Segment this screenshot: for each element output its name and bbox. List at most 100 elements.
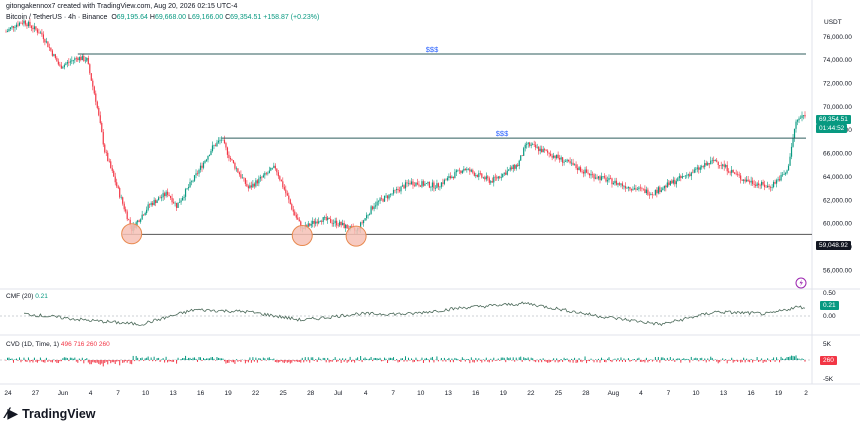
candle[interactable] [228, 151, 230, 162]
candle[interactable] [422, 179, 425, 187]
candle[interactable] [156, 199, 158, 204]
candle[interactable] [597, 175, 600, 181]
candle[interactable] [24, 19, 27, 27]
candle[interactable] [45, 37, 47, 44]
candle[interactable] [768, 184, 770, 190]
candle[interactable] [641, 186, 643, 192]
candle[interactable] [722, 163, 724, 170]
candle[interactable] [229, 155, 232, 163]
candle[interactable] [461, 169, 463, 174]
candle[interactable] [6, 28, 9, 33]
candle[interactable] [508, 169, 510, 172]
candle[interactable] [380, 195, 383, 201]
candle[interactable] [334, 217, 336, 227]
candle[interactable] [318, 217, 320, 225]
candle[interactable] [795, 119, 797, 133]
candle[interactable] [361, 220, 363, 225]
candle[interactable] [781, 172, 784, 177]
candle[interactable] [493, 174, 495, 187]
candle[interactable] [759, 183, 761, 190]
candle[interactable] [792, 133, 794, 148]
candle[interactable] [563, 159, 565, 166]
candle[interactable] [591, 171, 594, 178]
candle[interactable] [512, 164, 514, 173]
candle[interactable] [596, 174, 598, 180]
candle[interactable] [499, 175, 501, 180]
candle[interactable] [427, 181, 429, 186]
candle[interactable] [635, 184, 637, 192]
candle[interactable] [155, 198, 157, 207]
candle[interactable] [454, 168, 456, 179]
candle[interactable] [756, 181, 758, 188]
candle[interactable] [662, 186, 664, 191]
candle[interactable] [488, 176, 490, 185]
candle[interactable] [262, 173, 264, 178]
symbol-name[interactable]: Bitcoin / TetherUS · 4h · Binance [6, 14, 108, 21]
candle[interactable] [529, 141, 531, 148]
candle[interactable] [295, 212, 297, 220]
candle[interactable] [575, 161, 577, 170]
candle[interactable] [59, 61, 61, 67]
candle[interactable] [434, 185, 437, 192]
candle[interactable] [614, 177, 616, 186]
candle[interactable] [436, 179, 438, 189]
candle[interactable] [416, 178, 419, 186]
candle[interactable] [606, 176, 609, 185]
candle[interactable] [29, 18, 31, 28]
candle[interactable] [711, 157, 713, 165]
candle[interactable] [479, 170, 481, 176]
candle[interactable] [184, 187, 187, 201]
candle[interactable] [150, 201, 152, 207]
candle[interactable] [669, 180, 671, 187]
candle[interactable] [39, 30, 42, 34]
candle[interactable] [143, 214, 145, 216]
candle[interactable] [93, 85, 95, 96]
candle[interactable] [629, 186, 631, 192]
candle[interactable] [283, 184, 285, 191]
candle[interactable] [240, 170, 242, 180]
candle[interactable] [289, 198, 291, 205]
candle[interactable] [509, 165, 511, 172]
candle[interactable] [705, 160, 707, 166]
candle[interactable] [116, 178, 118, 189]
candle[interactable] [319, 220, 321, 222]
candle[interactable] [14, 25, 16, 32]
candle[interactable] [505, 169, 507, 176]
candle[interactable] [719, 164, 721, 169]
candle[interactable] [190, 180, 193, 186]
candle[interactable] [752, 177, 754, 186]
candle[interactable] [518, 159, 520, 170]
candle[interactable] [747, 175, 749, 182]
candle[interactable] [469, 167, 471, 175]
swing-low-marker-1[interactable] [121, 223, 143, 245]
candle[interactable] [772, 180, 775, 189]
candle[interactable] [313, 218, 315, 228]
candle[interactable] [758, 180, 760, 189]
candle[interactable] [202, 160, 205, 170]
candle[interactable] [168, 192, 170, 197]
candle[interactable] [36, 27, 39, 36]
candle[interactable] [602, 175, 604, 179]
candle[interactable] [535, 141, 537, 151]
candle[interactable] [340, 221, 342, 228]
candle[interactable] [582, 169, 585, 178]
candle[interactable] [523, 146, 525, 157]
candle[interactable] [665, 184, 667, 192]
candle[interactable] [140, 218, 142, 224]
candle[interactable] [600, 172, 603, 181]
candle[interactable] [769, 185, 772, 192]
candle[interactable] [490, 180, 492, 185]
candle[interactable] [77, 56, 79, 63]
candle[interactable] [418, 180, 420, 188]
candle[interactable] [734, 172, 736, 175]
candle[interactable] [8, 27, 10, 33]
candle[interactable] [645, 186, 647, 195]
candle[interactable] [539, 145, 541, 155]
candle[interactable] [33, 22, 36, 33]
candle[interactable] [225, 141, 227, 151]
candle[interactable] [693, 167, 695, 174]
candle[interactable] [439, 185, 441, 191]
candle[interactable] [567, 159, 570, 163]
candle[interactable] [793, 128, 796, 142]
candle[interactable] [485, 172, 487, 182]
